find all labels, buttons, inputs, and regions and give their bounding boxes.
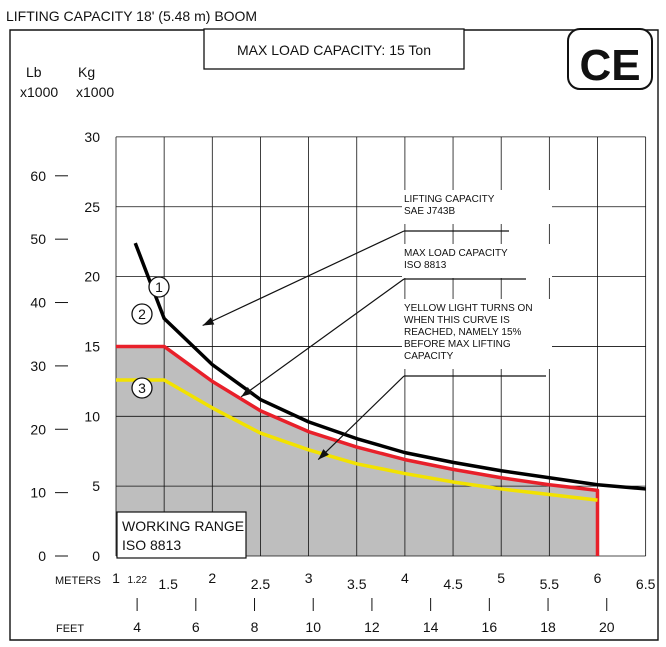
lb-tick-label: 20	[30, 421, 46, 437]
header-title: LIFTING CAPACITY 18' (5.48 m) BOOM	[6, 8, 257, 24]
kg-tick-label: 5	[92, 478, 100, 494]
curve-marker-label: 3	[138, 380, 146, 396]
callout-text-line: WHEN THIS CURVE IS	[404, 315, 510, 326]
kg-tick-label: 10	[84, 408, 100, 424]
lb-tick-label: 30	[30, 358, 46, 374]
feet-tick-label: 16	[482, 619, 498, 635]
curve-marker-circle	[131, 303, 153, 325]
kg-unit-label: Kg	[78, 64, 95, 80]
meter-tick-label: 4	[401, 570, 409, 586]
callout-leader-line	[202, 230, 405, 327]
meter-tick-label: 1	[112, 570, 120, 586]
callout-box-background	[402, 190, 552, 224]
kg-tick-label: 25	[84, 199, 100, 215]
feet-axis-label: FEET	[56, 623, 84, 635]
meter-tick-label: 4.5	[443, 576, 463, 592]
meter-tick-label: 6	[594, 570, 602, 586]
lb-tick-label: 10	[30, 485, 46, 501]
callout-box-background	[402, 244, 552, 278]
meter-tick-label: 1.5	[158, 576, 178, 592]
lb-tick-label: 40	[30, 295, 46, 311]
feet-tick-label: 12	[364, 619, 380, 635]
meter-tick-label: 5	[497, 570, 505, 586]
callout-text-line: SAE J743B	[404, 206, 455, 217]
series-line-2	[116, 344, 600, 556]
curve-marker-circle	[131, 377, 153, 399]
max-load-label: MAX LOAD CAPACITY: 15 Ton	[237, 42, 431, 58]
meters-axis-label: METERS	[55, 575, 101, 587]
callout-text-line: CAPACITY	[404, 351, 454, 362]
lb-unit-multiplier: x1000	[20, 84, 58, 100]
curve-marker-label: 2	[138, 306, 146, 322]
callout-arrowhead	[241, 387, 253, 397]
curve-marker-label: 1	[155, 279, 163, 295]
feet-tick-label: 10	[305, 619, 321, 635]
feet-tick-label: 14	[423, 619, 439, 635]
callout-text-line: YELLOW LIGHT TURNS ON	[404, 303, 533, 314]
callout-text-line: MAX LOAD CAPACITY	[404, 248, 508, 259]
callout-text-line: REACHED, NAMELY 15%	[404, 327, 522, 338]
ce-box	[567, 28, 653, 90]
callout-box-background	[402, 299, 552, 369]
callout-text-line: ISO 8813	[404, 260, 447, 271]
callout-text-line: BEFORE MAX LIFTING	[404, 339, 511, 350]
working-range-box	[116, 511, 247, 559]
meter-tick-label: 3.5	[347, 576, 367, 592]
callout-leader-line	[317, 375, 405, 461]
feet-tick-label: 8	[251, 619, 259, 635]
lb-tick-label: 60	[30, 168, 46, 184]
kg-unit-multiplier: x1000	[76, 84, 114, 100]
feet-tick-label: 4	[133, 619, 141, 635]
meter-tick-label: 5.5	[540, 576, 560, 592]
max-load-box	[203, 28, 465, 70]
lb-tick-label: 0	[38, 548, 46, 564]
meter-tick-label: 3	[305, 570, 313, 586]
feet-tick-label: 20	[599, 619, 615, 635]
callout-text-line: LIFTING CAPACITY	[404, 194, 495, 205]
callout-leader-line	[240, 278, 405, 398]
curve-marker-circle	[148, 276, 170, 298]
lb-unit-label: Lb	[26, 64, 42, 80]
working-range-standard: ISO 8813	[122, 537, 181, 553]
lb-tick-label: 50	[30, 231, 46, 247]
ce-mark: CE	[579, 41, 640, 90]
feet-tick-label: 6	[192, 619, 200, 635]
kg-tick-label: 30	[84, 129, 100, 145]
working-range-label: WORKING RANGE	[122, 518, 244, 534]
meter-tick-label: 2.5	[251, 576, 271, 592]
feet-tick-label: 18	[540, 619, 556, 635]
kg-tick-label: 15	[84, 338, 100, 354]
callout-arrowhead	[318, 449, 329, 460]
kg-tick-label: 0	[92, 548, 100, 564]
callout-arrowhead	[202, 317, 215, 326]
meter-tick-label: 6.5	[636, 576, 656, 592]
meter-tick-label: 2	[208, 570, 216, 586]
kg-tick-label: 20	[84, 269, 100, 285]
series-line-1	[133, 242, 646, 491]
meter-tick-label: 1.22	[127, 575, 147, 586]
series-line-3	[116, 378, 598, 502]
